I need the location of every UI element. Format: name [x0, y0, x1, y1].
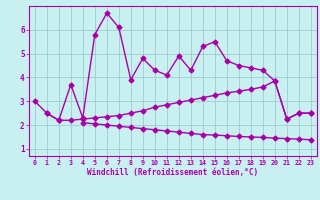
X-axis label: Windchill (Refroidissement éolien,°C): Windchill (Refroidissement éolien,°C): [87, 168, 258, 177]
